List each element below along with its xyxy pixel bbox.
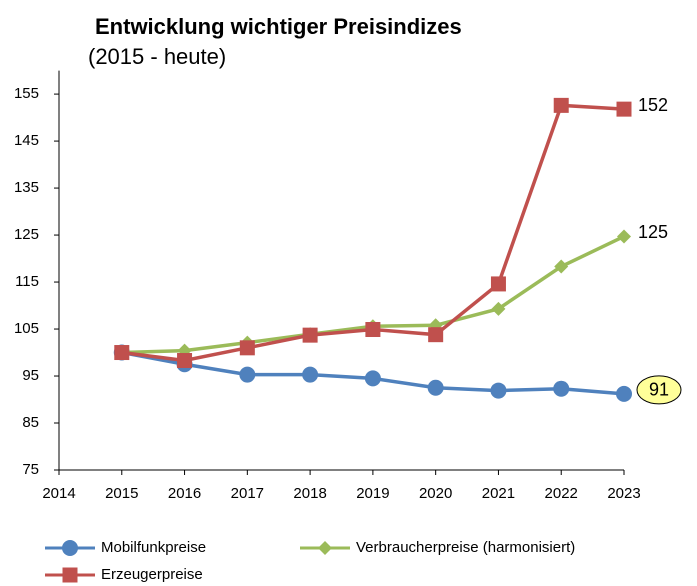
x-tick-label: 2023 [607,485,640,502]
x-tick-label: 2015 [105,485,138,502]
y-tick-label: 115 [15,273,39,290]
marker [114,345,130,361]
y-tick-label: 145 [14,132,39,149]
legend-label: Verbraucherpreise (harmonisiert) [356,539,575,556]
data-label: 91 [649,380,669,400]
y-tick-label: 135 [14,179,39,196]
marker [617,229,631,244]
marker [553,97,569,113]
legend-label: Erzeugerpreise [101,566,203,583]
marker [302,366,319,383]
y-tick-label: 95 [22,367,39,384]
legend-marker [62,567,78,583]
marker [364,370,381,387]
data-label-box [636,375,682,405]
legend-marker [62,540,78,556]
y-tick-label: 125 [14,226,39,243]
marker [616,385,632,402]
legend-label: Mobilfunkpreise [101,539,206,556]
y-tick-label: 75 [22,461,39,478]
data-label: 125 [638,222,668,242]
marker [490,382,507,399]
x-tick-label: 2014 [42,485,75,502]
y-tick-label: 105 [14,320,39,337]
marker [239,366,256,383]
marker [616,101,632,117]
marker [177,353,193,369]
chart-title: Entwicklung wichtiger Preisindizes [95,14,462,39]
marker [302,327,318,343]
x-tick-label: 2016 [168,485,201,502]
marker [427,379,444,396]
marker [491,301,506,316]
x-tick-label: 2021 [482,485,515,502]
marker [428,327,444,343]
x-tick-label: 2022 [545,485,578,502]
marker [239,340,255,356]
marker [554,259,569,274]
x-tick-label: 2018 [293,485,326,502]
y-tick-label: 155 [14,85,39,102]
x-tick-label: 2017 [231,485,264,502]
legend-marker [318,541,332,555]
x-tick-label: 2019 [356,485,389,502]
chart-subtitle: (2015 - heute) [88,44,226,69]
x-tick-label: 2020 [419,485,452,502]
marker [553,380,570,397]
y-tick-label: 85 [22,414,39,431]
marker [365,322,381,338]
marker [490,276,506,292]
data-label: 152 [638,95,668,115]
